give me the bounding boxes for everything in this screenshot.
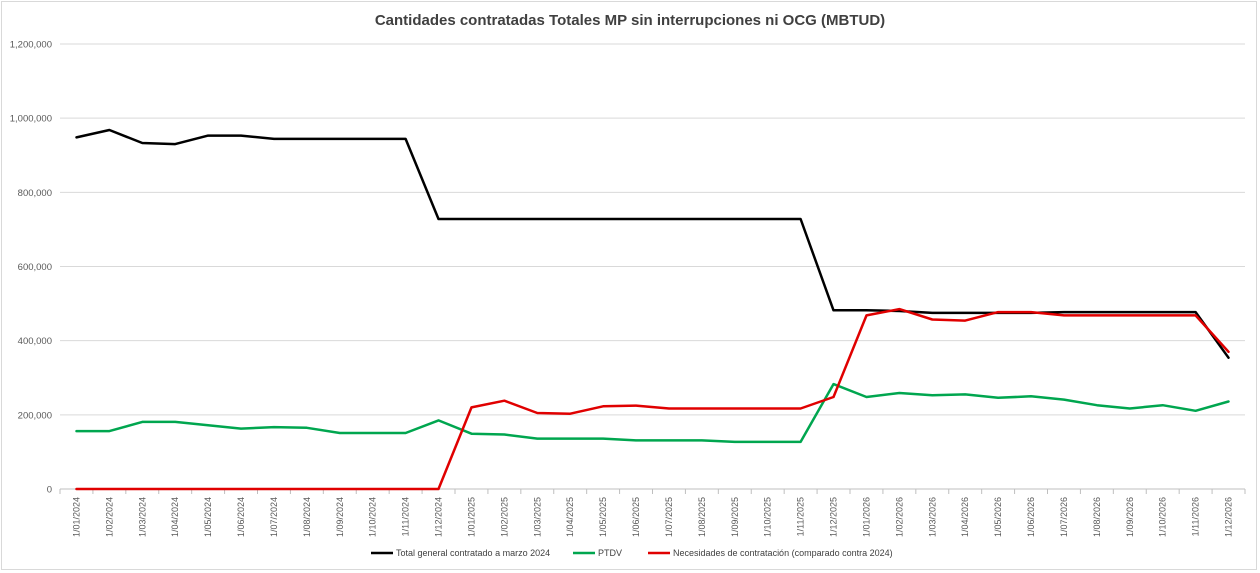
grid-lines [60, 43, 1245, 490]
x-tick-label: 1/06/2024 [236, 497, 246, 537]
legend-label: PTDV [598, 548, 622, 558]
x-axis-ticks: 1/01/2024 1/02/2024 1/03/2024 1/04/2024 1/05… [59, 488, 1246, 537]
y-axis-ticks: 0 200,000 400,000 600,000 800,000 1,000,000 1,… [10, 40, 52, 496]
legend: Total general contratado a marzo 2024 PTD… [371, 548, 893, 558]
x-tick-label: 1/02/2025 [499, 497, 509, 537]
x-tick-label: 1/05/2025 [598, 497, 608, 537]
y-tick-label: 400,000 [18, 336, 52, 347]
x-tick-label: 1/03/2025 [532, 497, 542, 537]
x-tick-label: 1/10/2026 [1158, 497, 1168, 537]
x-tick-label: 1/08/2024 [302, 497, 312, 537]
x-tick-label: 1/04/2024 [170, 497, 180, 537]
x-tick-label: 1/11/2025 [796, 497, 806, 536]
x-tick-label: 1/01/2024 [71, 497, 81, 537]
x-tick-label: 1/08/2025 [697, 497, 707, 537]
x-tick-label: 1/02/2024 [104, 497, 114, 537]
chart-title: Cantidades contratadas Totales MP sin in… [374, 12, 886, 29]
legend-label: Total general contratado a marzo 2024 [396, 548, 550, 558]
y-tick-label: 600,000 [18, 262, 52, 273]
y-tick-label: 1,200,000 [10, 40, 52, 51]
series-lines [75, 128, 1230, 491]
x-tick-label: 1/09/2026 [1125, 497, 1135, 537]
x-tick-label: 1/02/2026 [894, 497, 904, 537]
series-line [75, 382, 1230, 444]
x-tick-label: 1/09/2024 [335, 497, 345, 537]
x-tick-label: 1/12/2025 [829, 497, 839, 537]
x-tick-label: 1/07/2026 [1059, 497, 1069, 537]
y-tick-label: 800,000 [18, 188, 52, 199]
x-tick-label: 1/09/2025 [730, 497, 740, 537]
series-line [75, 307, 1230, 491]
x-tick-label: 1/12/2026 [1224, 497, 1234, 537]
x-tick-label: 1/10/2025 [763, 497, 773, 537]
x-tick-label: 1/04/2026 [960, 497, 970, 537]
series-line [75, 128, 1230, 359]
legend-label: Necesidades de contratación (comparado c… [673, 548, 893, 558]
y-tick-label: 1,000,000 [10, 114, 52, 125]
x-tick-label: 1/03/2024 [137, 497, 147, 537]
x-tick-label: 1/10/2024 [368, 497, 378, 537]
x-tick-label: 1/01/2026 [861, 497, 871, 537]
x-tick-label: 1/05/2024 [203, 497, 213, 537]
x-tick-label: 1/01/2025 [466, 497, 476, 537]
x-tick-label: 1/03/2026 [927, 497, 937, 537]
x-tick-label: 1/07/2025 [664, 497, 674, 537]
x-tick-label: 1/04/2025 [565, 497, 575, 537]
x-tick-label: 1/07/2024 [269, 497, 279, 537]
x-tick-label: 1/05/2026 [993, 497, 1003, 537]
y-tick-label: 0 [47, 485, 52, 496]
x-tick-label: 1/08/2026 [1092, 497, 1102, 537]
x-tick-label: 1/12/2024 [434, 497, 444, 537]
x-tick-label: 1/06/2025 [631, 497, 641, 537]
x-tick-label: 1/11/2024 [401, 497, 411, 536]
x-tick-label: 1/06/2026 [1026, 497, 1036, 537]
y-tick-label: 200,000 [18, 410, 52, 421]
x-tick-label: 1/11/2026 [1191, 497, 1201, 536]
